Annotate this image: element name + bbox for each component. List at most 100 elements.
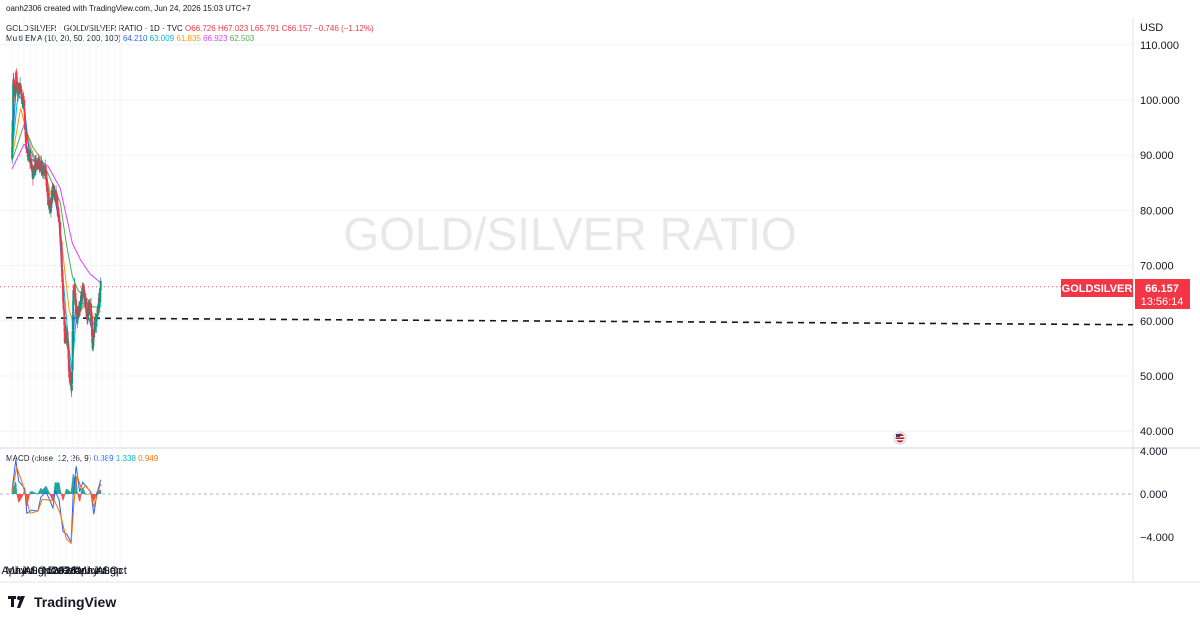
candles bbox=[11, 68, 102, 398]
price-tag[interactable]: GOLDSILVER 66.157 13:56:14 bbox=[1061, 279, 1190, 309]
time-tick-label: Mar bbox=[66, 565, 85, 577]
candle-body bbox=[58, 215, 61, 221]
candle-body bbox=[60, 254, 63, 268]
macd-axis: 4.000 0.000 −4.000 bbox=[1140, 446, 1174, 544]
candle-body bbox=[45, 171, 48, 181]
time-tick-label: Oct bbox=[38, 565, 55, 577]
ema200-line bbox=[11, 143, 102, 284]
candle-body bbox=[99, 280, 102, 291]
macd-histogram-bar bbox=[37, 493, 39, 495]
macd-histogram-bar bbox=[76, 485, 78, 494]
time-tick-label: Jul bbox=[93, 565, 107, 577]
candle-body bbox=[40, 162, 43, 173]
macd-histogram-bar bbox=[63, 494, 65, 497]
watermark: GOLD/SILVER RATIO bbox=[343, 208, 796, 260]
candle-body bbox=[93, 331, 96, 333]
macd-legend[interactable]: MACD (close, 12, 26, 9) 0.389 1.338 0.94… bbox=[6, 454, 158, 463]
price-tick-label: 100.000 bbox=[1140, 95, 1180, 107]
flag-icon[interactable] bbox=[893, 431, 907, 445]
time-tick-label: 2026 bbox=[52, 565, 76, 577]
candle-body bbox=[25, 135, 28, 148]
macd-hist-value: 0.949 bbox=[138, 454, 159, 463]
time-axis: AprMayJunJulAugSepOctNovDec2026FebMarApr… bbox=[1, 565, 126, 577]
ema-legend[interactable]: Multi EMA (10, 20, 50, 200, 100) 64.210 … bbox=[6, 34, 254, 43]
candle-body bbox=[53, 187, 56, 195]
price-tick-label: 70.000 bbox=[1140, 261, 1174, 273]
price-axis: USD 110.000 100.000 90.000 80.000 70.000 60.00… bbox=[1140, 22, 1180, 438]
candle-body bbox=[84, 299, 87, 306]
candle-body bbox=[21, 93, 24, 104]
candle-body bbox=[57, 207, 60, 218]
time-tick-label: Oct bbox=[110, 565, 127, 577]
time-tick-label: Nov bbox=[42, 565, 62, 577]
candle-body bbox=[75, 306, 78, 315]
candle-body bbox=[73, 284, 76, 294]
macd-histogram-bar bbox=[59, 491, 62, 494]
macd-histogram-bar bbox=[63, 494, 66, 496]
candle-body bbox=[80, 291, 83, 304]
macd-histogram-bar bbox=[80, 494, 82, 496]
price-tick-label: 50.000 bbox=[1140, 371, 1174, 383]
candle-body bbox=[71, 314, 74, 331]
price-tag-price: 66.157 bbox=[1145, 283, 1179, 295]
candle-body bbox=[23, 114, 26, 121]
ema100-value: 62.503 bbox=[229, 34, 255, 43]
price-tick-label: 90.000 bbox=[1140, 150, 1174, 162]
time-tick-label: Apr bbox=[74, 565, 91, 577]
candle-body bbox=[93, 321, 96, 332]
creator-line: oanh2306 created with TradingView.com, J… bbox=[6, 4, 251, 13]
time-tick-label: Sep bbox=[103, 565, 123, 577]
ohlc-high: H67.023 bbox=[217, 24, 249, 33]
price-tag-symbol: GOLDSILVER bbox=[1062, 283, 1133, 295]
time-tick-label: Jul bbox=[21, 565, 35, 577]
macd-label: MACD (close, 12, 26, 9) bbox=[6, 454, 92, 463]
candle-body bbox=[66, 332, 69, 341]
time-tick-label: Dec bbox=[48, 565, 68, 577]
candle-body bbox=[26, 154, 29, 156]
candle-body bbox=[12, 84, 15, 122]
candle-body bbox=[61, 272, 64, 278]
time-tick-label: Feb bbox=[61, 565, 80, 577]
candle-body bbox=[50, 204, 53, 206]
time-tick-label: Jun bbox=[13, 565, 31, 577]
ohlc-change: −0.746 (−1.12%) bbox=[314, 24, 374, 33]
symbol-title[interactable]: GOLDSILVER · GOLD/SILVER RATIO · 1D · TV… bbox=[6, 24, 183, 33]
time-tick-label: May bbox=[78, 565, 99, 577]
ohlc-low: L65.791 bbox=[250, 24, 280, 33]
price-tag-symbol-bg bbox=[1061, 279, 1133, 297]
support-line[interactable] bbox=[5, 316, 1134, 326]
tradingview-brand: TradingView bbox=[34, 594, 117, 610]
ohlc-close: C66.157 bbox=[281, 24, 312, 33]
candle-body bbox=[24, 120, 27, 130]
macd-histogram-bar bbox=[48, 493, 51, 494]
candle-body bbox=[11, 133, 14, 148]
macd-histogram-bar bbox=[28, 494, 30, 495]
macd-value: 0.389 bbox=[93, 454, 114, 463]
candle-body bbox=[56, 197, 59, 210]
candle-body bbox=[68, 370, 71, 378]
candle-body bbox=[26, 149, 29, 154]
time-tick-label: Aug bbox=[24, 565, 44, 577]
tradingview-footer[interactable]: TradingView bbox=[8, 594, 116, 610]
candle-body bbox=[11, 146, 14, 159]
macd-tick-label: −4.000 bbox=[1140, 532, 1174, 544]
macd-line bbox=[11, 459, 102, 544]
candle-body bbox=[95, 322, 98, 327]
candle-body bbox=[36, 162, 39, 167]
price-tag-value-bg bbox=[1135, 279, 1190, 309]
candle-body bbox=[62, 301, 65, 309]
candle-body bbox=[71, 371, 74, 384]
macd-pane bbox=[0, 459, 1133, 545]
candle-body bbox=[63, 326, 66, 333]
candle-body bbox=[90, 303, 92, 320]
candle-body bbox=[30, 165, 33, 172]
candle-body bbox=[95, 313, 98, 320]
candle-body bbox=[85, 303, 88, 312]
ohlc-open: O66.726 bbox=[185, 24, 216, 33]
candle-body bbox=[47, 201, 50, 203]
macd-histogram-bar bbox=[95, 494, 97, 496]
candle-body bbox=[60, 241, 63, 255]
candle-body bbox=[63, 309, 66, 326]
candle-body bbox=[55, 192, 58, 200]
